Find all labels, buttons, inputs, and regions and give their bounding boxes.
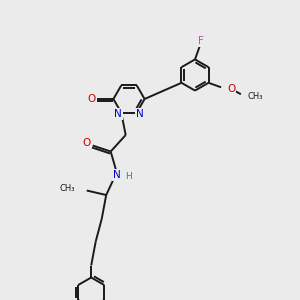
Text: O: O bbox=[82, 137, 91, 148]
Text: H: H bbox=[125, 172, 131, 181]
Text: O: O bbox=[227, 84, 236, 94]
Text: N: N bbox=[113, 170, 121, 180]
Text: O: O bbox=[87, 94, 96, 104]
Text: CH₃: CH₃ bbox=[248, 92, 263, 101]
Text: CH₃: CH₃ bbox=[60, 184, 75, 193]
Text: N: N bbox=[114, 109, 122, 119]
Text: N: N bbox=[136, 109, 144, 119]
Text: F: F bbox=[198, 36, 204, 46]
